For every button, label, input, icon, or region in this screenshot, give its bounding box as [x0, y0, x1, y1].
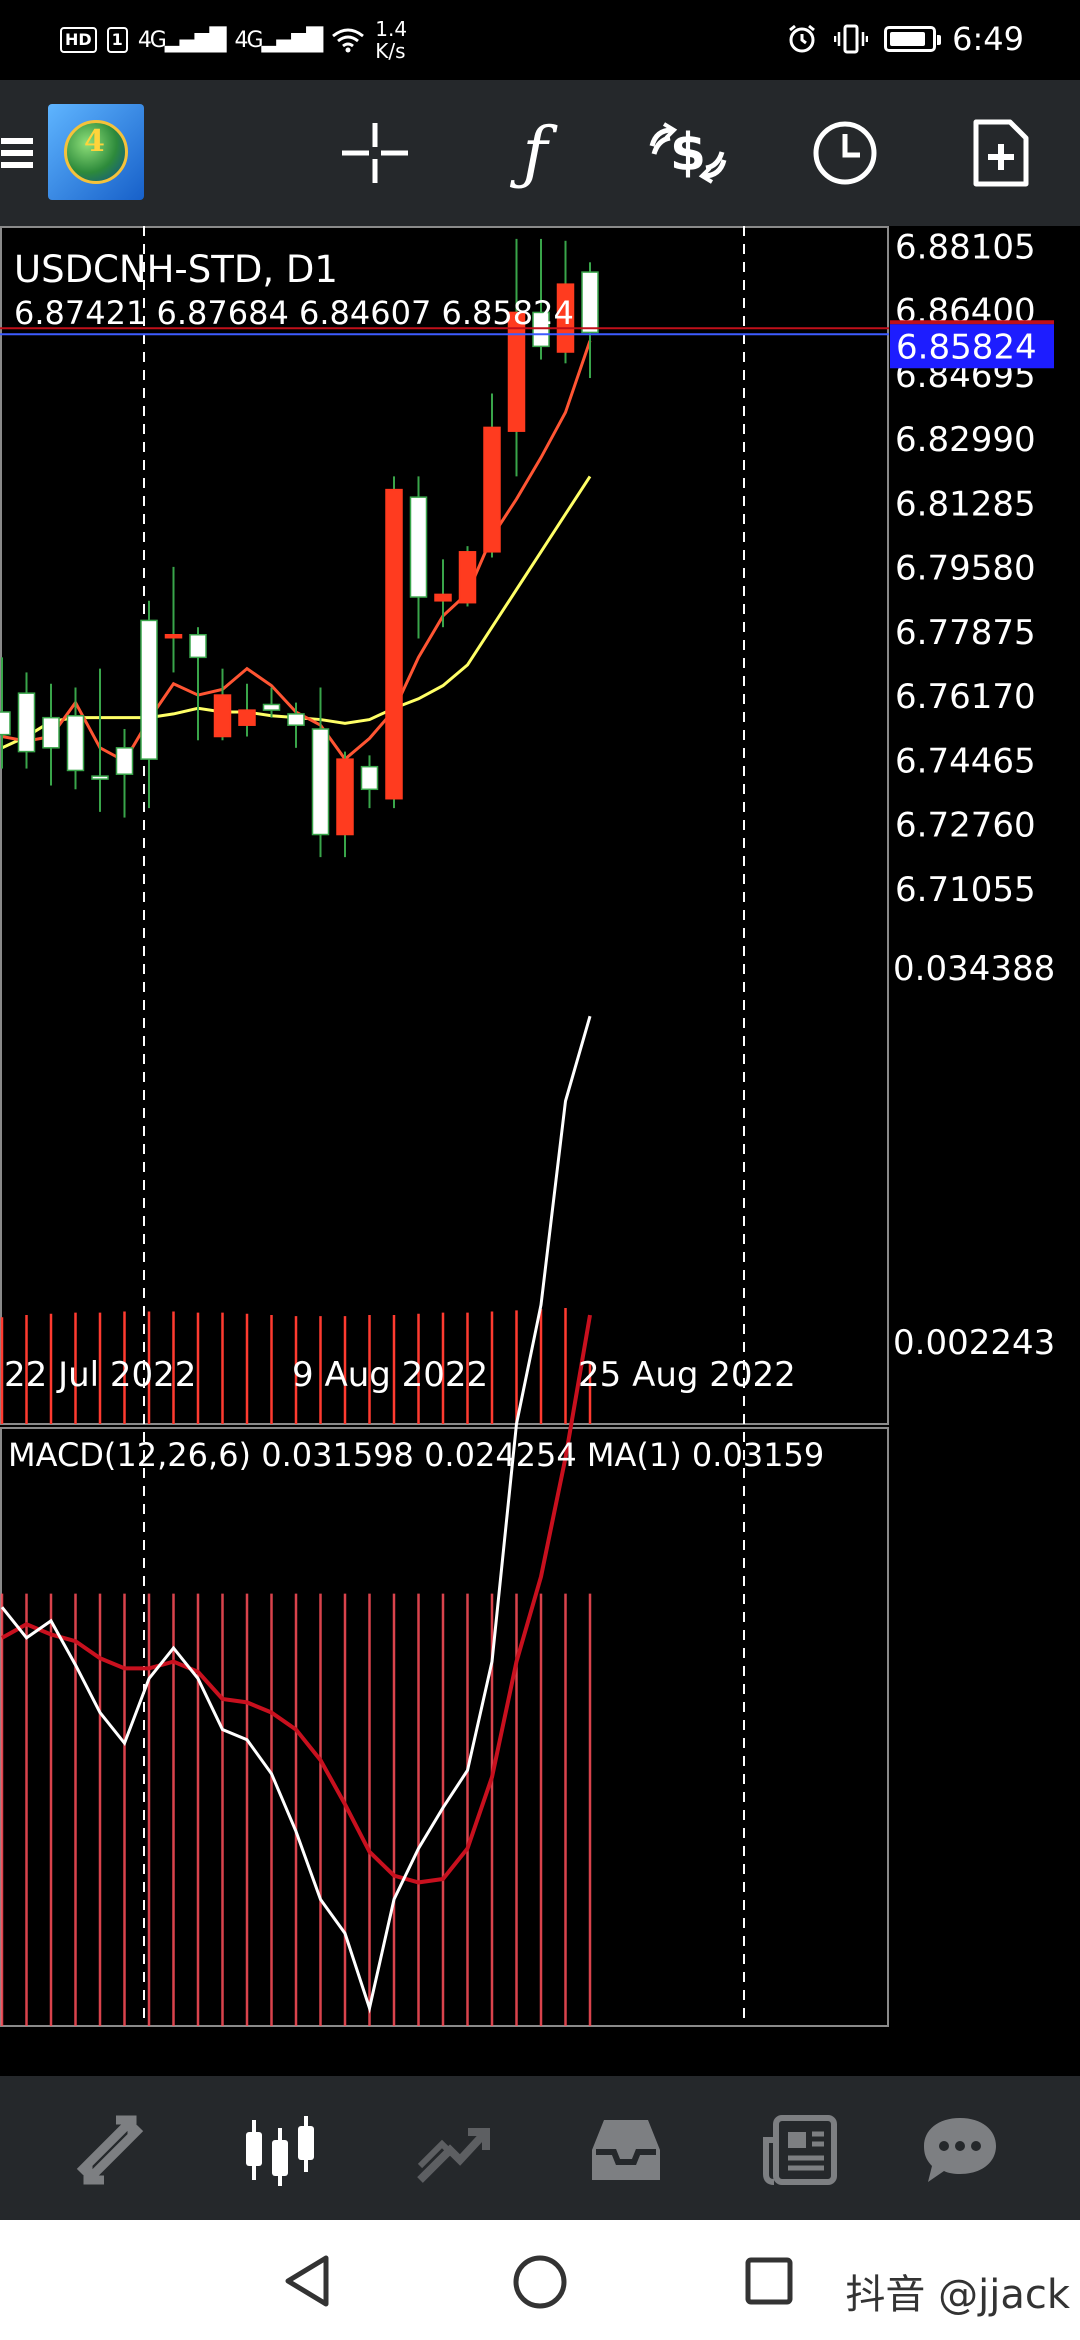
period-clock-icon[interactable] — [810, 120, 880, 186]
signal-icon-1: 4G▂▄▆█ — [137, 27, 227, 53]
crosshair-icon[interactable] — [340, 123, 410, 183]
menu-icon[interactable] — [0, 80, 34, 226]
network-type-2: 4G — [234, 27, 264, 53]
price-tick-label: 6.76170 — [895, 677, 1036, 717]
bear-candle — [238, 709, 256, 726]
bottom-navigation — [0, 2076, 1080, 2220]
bull-candle — [91, 775, 109, 780]
metatrader-logo[interactable]: 4 — [48, 104, 144, 200]
bear-candle — [507, 311, 526, 432]
bull-candle — [0, 711, 11, 736]
date-tick-label: 25 Aug 2022 — [578, 1355, 796, 1395]
top-toolbar: 4 ƒ $ — [0, 80, 1080, 226]
bull-candle — [115, 747, 134, 775]
bear-candle — [483, 426, 501, 553]
price-tick-label: 6.88105 — [895, 227, 1036, 267]
indicator-f-icon[interactable]: ƒ — [522, 113, 548, 193]
vibrate-icon — [834, 24, 869, 54]
bull-candle — [409, 496, 428, 598]
price-tick-label: 6.79580 — [895, 549, 1036, 589]
price-tick-label: 6.74465 — [895, 741, 1036, 781]
battery-icon — [884, 26, 942, 52]
sim-badge: 1 — [106, 27, 128, 53]
trade-icon[interactable] — [412, 2110, 492, 2190]
trade-dollar-icon[interactable]: $ — [648, 120, 728, 186]
network-speed: 1.4 K/s — [375, 18, 407, 62]
clock: 6:49 — [952, 20, 1024, 58]
chat-icon[interactable] — [920, 2110, 1000, 2190]
hd-badge: HD — [60, 27, 97, 53]
new-document-icon[interactable] — [972, 118, 1030, 188]
svg-text:$: $ — [670, 123, 706, 183]
system-navigation-bar — [0, 2220, 1080, 2340]
macd-label: MACD(12,26,6) 0.031598 0.024254 MA(1) 0.… — [8, 1436, 824, 1474]
status-bar: HD 1 4G▂▄▆█ 4G▂▄▆█ 1.4 K/s 6:49 — [0, 0, 1080, 80]
bear-candle — [458, 551, 477, 604]
bull-candle — [42, 716, 60, 749]
back-icon[interactable] — [282, 2254, 332, 2308]
date-tick-label: 9 Aug 2022 — [292, 1355, 488, 1395]
price-tick-label: 6.77875 — [895, 613, 1036, 653]
recents-icon[interactable] — [744, 2256, 794, 2306]
bull-candle — [360, 765, 379, 791]
signal-icon-2: 4G▂▄▆█ — [234, 27, 324, 53]
bull-candle — [311, 728, 330, 836]
status-right: 6:49 — [786, 20, 1024, 58]
ohlc-label: 6.87421 6.87684 6.84607 6.85824 — [14, 294, 574, 332]
bull-candle — [17, 692, 36, 753]
wifi-icon — [332, 28, 365, 53]
history-icon[interactable] — [586, 2110, 666, 2190]
ma-fast-line — [1, 340, 592, 764]
price-tick-label: 6.82990 — [895, 420, 1036, 460]
bull-candle — [140, 619, 158, 760]
bear-candle — [434, 593, 452, 602]
bull-candle — [189, 633, 207, 659]
macd-tick-label: 0.034388 — [893, 949, 1055, 989]
chart-area[interactable]: 6.898106.881056.864006.846956.829906.812… — [0, 163, 1080, 2076]
bear-candle — [164, 633, 183, 639]
macd-signal-line — [1, 1314, 592, 1885]
quotes-icon[interactable] — [70, 2110, 150, 2190]
speed-value: 1.4 — [375, 17, 408, 41]
bull-candle — [287, 713, 305, 726]
bull-candle — [532, 311, 550, 348]
current-price-tag — [890, 324, 1054, 369]
bull-candle — [66, 715, 85, 772]
ask-price-marker — [890, 320, 1054, 325]
price-axis-bg — [889, 226, 1080, 2026]
bear-candle — [213, 694, 232, 738]
status-left: HD 1 4G▂▄▆█ 4G▂▄▆█ 1.4 K/s — [60, 18, 407, 62]
alarm-icon — [789, 24, 816, 53]
news-icon[interactable] — [760, 2110, 840, 2190]
bull-candle — [581, 271, 599, 334]
current-price-label: 6.85824 — [896, 327, 1037, 367]
price-tick-label: 6.71055 — [895, 870, 1036, 910]
bull-candle — [262, 703, 281, 711]
date-tick-label: 22 Jul 2022 — [4, 1355, 196, 1395]
main-panel-frame — [0, 226, 889, 1425]
bear-candle — [336, 758, 354, 836]
macd-main-line — [0, 1015, 592, 2014]
chart-canvas[interactable]: 6.898106.881056.864006.846956.829906.812… — [0, 163, 1080, 2076]
symbol-label: USDCNH-STD, D1 — [14, 248, 338, 291]
macd-tick-label: 0.002243 — [893, 1323, 1055, 1363]
price-tick-label: 6.81285 — [895, 484, 1036, 524]
home-icon[interactable] — [512, 2254, 568, 2310]
price-tick-label: 6.72760 — [895, 806, 1036, 846]
speed-unit: K/s — [375, 39, 406, 63]
network-type-1: 4G — [137, 27, 167, 53]
watermark: 抖音 @jjack — [845, 2272, 1070, 2318]
chart-icon[interactable] — [240, 2110, 320, 2190]
macd-panel-frame — [0, 1427, 889, 2027]
bear-candle — [385, 488, 403, 800]
